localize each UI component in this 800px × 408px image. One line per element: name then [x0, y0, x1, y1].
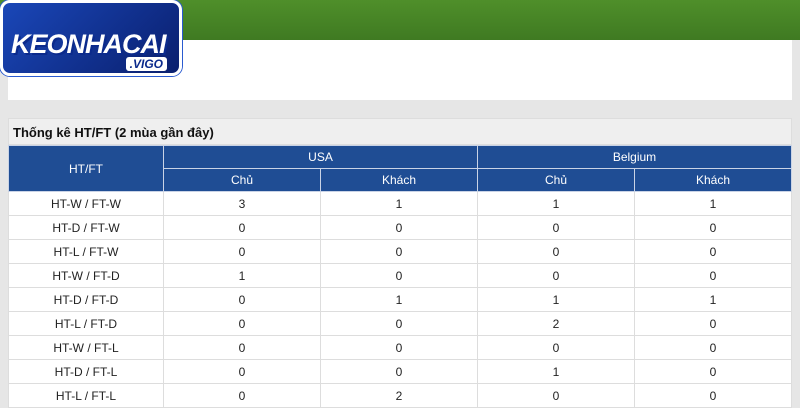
cell-value: 0	[163, 239, 321, 264]
stats-table: HT/FT USA Belgium Chủ Khách Chủ Khách HT-W / F…	[8, 145, 792, 408]
panel-title: Thống kê HT/FT (2 mùa gần đây)	[8, 118, 792, 145]
cell-value: 1	[477, 287, 635, 312]
table-body: HT-W / FT-W 3 1 1 1 HT-D / FT-W 0 0 0 0 HT-L / FT-…	[8, 191, 792, 408]
row-label: HT-W / FT-D	[8, 263, 164, 288]
row-label: HT-D / FT-D	[8, 287, 164, 312]
row-label: HT-L / FT-D	[8, 311, 164, 336]
cell-value: 0	[163, 215, 321, 240]
cell-value: 1	[634, 191, 792, 216]
cell-value: 1	[477, 191, 635, 216]
cell-value: 0	[634, 383, 792, 408]
header-row: HT/FT USA Belgium	[8, 145, 792, 192]
cell-value: 0	[477, 383, 635, 408]
cell-value: 0	[320, 239, 478, 264]
row-label: HT-W / FT-L	[8, 335, 164, 360]
data-row: HT-L / FT-L 0 2 0 0	[8, 383, 792, 408]
subheader: Chủ	[163, 168, 321, 192]
team-header: Belgium	[477, 145, 792, 169]
cell-value: 0	[320, 311, 478, 336]
data-row: HT-W / FT-W 3 1 1 1	[8, 191, 792, 216]
logo[interactable]: KEONHACAI .VIGO	[0, 0, 182, 76]
cell-value: 0	[163, 383, 321, 408]
data-row: HT-L / FT-W 0 0 0 0	[8, 239, 792, 264]
data-row: HT-D / FT-L 0 0 1 0	[8, 359, 792, 384]
cell-value: 0	[163, 311, 321, 336]
cell-value: 0	[634, 263, 792, 288]
stats-panel: Thống kê HT/FT (2 mùa gần đây) HT/FT USA B…	[8, 118, 792, 408]
cell-value: 1	[477, 359, 635, 384]
cell-value: 0	[320, 215, 478, 240]
cell-value: 0	[477, 215, 635, 240]
data-row: HT-W / FT-L 0 0 0 0	[8, 335, 792, 360]
cell-value: 2	[320, 383, 478, 408]
subheader: Khách	[634, 168, 792, 192]
cell-value: 0	[320, 359, 478, 384]
logo-suffix: .VIGO	[125, 57, 167, 71]
row-label: HT-D / FT-L	[8, 359, 164, 384]
cell-value: 0	[477, 239, 635, 264]
corner-header: HT/FT	[8, 145, 164, 192]
cell-value: 3	[163, 191, 321, 216]
data-row: HT-W / FT-D 1 0 0 0	[8, 263, 792, 288]
cell-value: 0	[634, 239, 792, 264]
data-row: HT-D / FT-D 0 1 1 1	[8, 287, 792, 312]
row-label: HT-L / FT-W	[8, 239, 164, 264]
data-row: HT-D / FT-W 0 0 0 0	[8, 215, 792, 240]
cell-value: 2	[477, 311, 635, 336]
subheader: Chủ	[477, 168, 635, 192]
row-label: HT-W / FT-W	[8, 191, 164, 216]
cell-value: 0	[634, 215, 792, 240]
cell-value: 1	[634, 287, 792, 312]
subheader: Khách	[320, 168, 478, 192]
cell-value: 0	[634, 311, 792, 336]
data-row: HT-L / FT-D 0 0 2 0	[8, 311, 792, 336]
cell-value: 1	[320, 287, 478, 312]
logo-text: KEONHACAI	[11, 29, 167, 59]
cell-value: 0	[634, 335, 792, 360]
cell-value: 0	[163, 287, 321, 312]
row-label: HT-D / FT-W	[8, 215, 164, 240]
subheader-row: Chủ Khách Chủ Khách	[9, 168, 792, 192]
cell-value: 0	[320, 335, 478, 360]
cell-value: 1	[320, 191, 478, 216]
cell-value: 0	[320, 263, 478, 288]
cell-value: 1	[163, 263, 321, 288]
cell-value: 0	[163, 359, 321, 384]
table-head: HT/FT USA Belgium Chủ Khách Chủ Khách	[8, 145, 792, 192]
row-label: HT-L / FT-L	[8, 383, 164, 408]
cell-value: 0	[163, 335, 321, 360]
cell-value: 0	[634, 359, 792, 384]
cell-value: 0	[477, 335, 635, 360]
team-header: USA	[163, 145, 478, 169]
cell-value: 0	[477, 263, 635, 288]
